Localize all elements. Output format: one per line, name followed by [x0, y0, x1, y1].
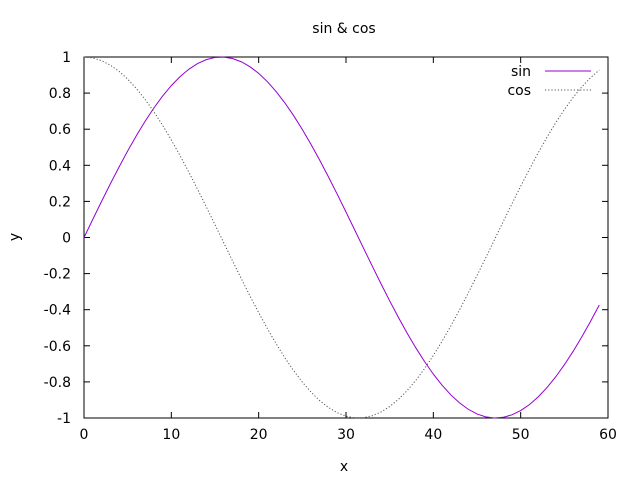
- y-axis-label: y: [7, 233, 23, 241]
- y-tick-label: -1: [57, 411, 71, 427]
- plot-frame: [83, 56, 609, 419]
- series-line-cos: [83, 56, 600, 419]
- y-tick-label: -0.2: [44, 267, 71, 283]
- y-tick-label: 1: [62, 50, 71, 66]
- x-tick-label: 50: [512, 427, 530, 443]
- y-tick-label: 0.8: [49, 86, 71, 102]
- series-lines: [83, 56, 600, 419]
- x-tick-label: 40: [424, 427, 442, 443]
- x-tick-label: 10: [162, 427, 180, 443]
- legend-label-sin: sin: [511, 64, 531, 80]
- legend: sin cos: [507, 64, 591, 99]
- x-tick-label: 60: [599, 427, 617, 443]
- series-line-sin: [83, 56, 600, 419]
- y-tick-label: 0.2: [49, 194, 71, 210]
- x-axis-label: x: [340, 459, 348, 475]
- x-tick-label: 0: [80, 427, 89, 443]
- y-tick-label: 0.6: [49, 122, 71, 138]
- axis-ticks: 0 10 20 30 40 50 60 -1 -0.8 -0.6 -0.4 -0.2 0 0.2 0.4 0.…: [44, 50, 617, 443]
- x-tick-label: 20: [250, 427, 268, 443]
- y-tick-label: -0.6: [44, 339, 71, 355]
- legend-label-cos: cos: [507, 83, 531, 99]
- y-tick-label: 0: [62, 231, 71, 247]
- y-tick-label: -0.8: [44, 375, 71, 391]
- y-tick-label: 0.4: [49, 158, 71, 174]
- y-tick-label: -0.4: [44, 303, 71, 319]
- x-tick-label: 30: [337, 427, 355, 443]
- chart-title: sin & cos: [312, 21, 375, 37]
